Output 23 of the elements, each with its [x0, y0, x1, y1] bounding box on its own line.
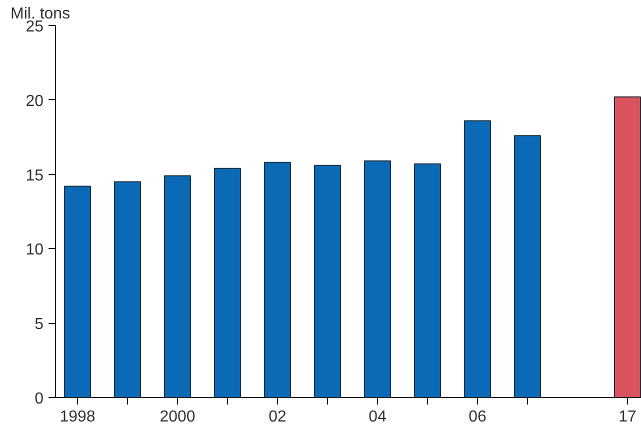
bar [214, 168, 241, 398]
y-tick-label: 10 [26, 242, 44, 259]
x-tick-label: 04 [368, 408, 386, 426]
y-tick-label: 5 [34, 316, 44, 334]
bar [464, 120, 491, 398]
bar [414, 163, 441, 398]
x-tick-label: 06 [468, 408, 486, 426]
bar [314, 164, 341, 398]
x-tick-label: 17 [618, 408, 636, 426]
y-tick-label: 25 [26, 18, 44, 36]
bar [364, 160, 391, 398]
bar [164, 175, 191, 398]
bar [614, 96, 641, 398]
bar [264, 162, 291, 398]
bar [514, 135, 541, 398]
x-tick-label: 2000 [160, 408, 196, 426]
x-tick-label: 1998 [60, 408, 96, 426]
x-tick-label: 02 [268, 408, 286, 426]
y-tick-label: 20 [26, 92, 44, 110]
bar [64, 186, 91, 398]
bar [114, 181, 141, 398]
y-tick-label: 0 [34, 390, 44, 408]
y-tick-label: 15 [26, 167, 44, 184]
